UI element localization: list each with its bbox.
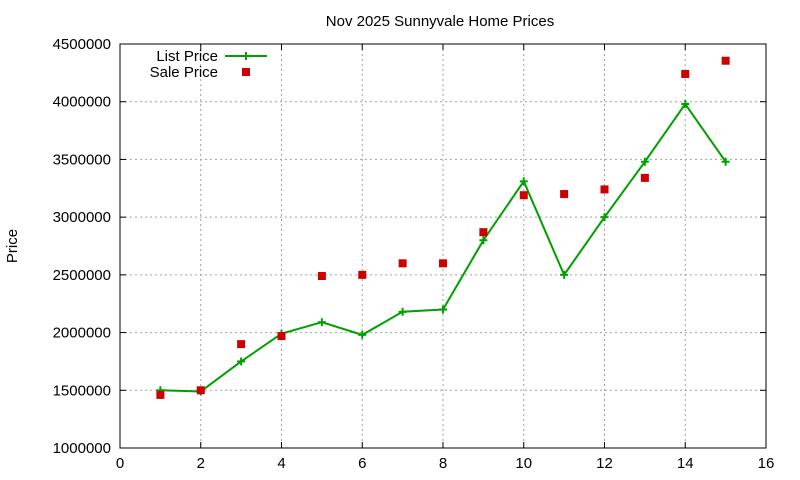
- x-tick-label: 6: [358, 455, 366, 472]
- list-price-point: [317, 318, 326, 327]
- list-price-point: [439, 305, 447, 314]
- sale-price-point: [196, 386, 205, 395]
- sale-price-point: [560, 190, 569, 199]
- x-tick-label: 16: [758, 455, 775, 472]
- y-tick-label: 3000000: [53, 209, 111, 226]
- x-tick-label: 12: [596, 455, 613, 472]
- sale-price-point: [479, 228, 488, 237]
- sale-price-point: [156, 390, 165, 399]
- list-price-point: [237, 357, 246, 366]
- list-price-line: [160, 102, 727, 393]
- y-tick-label: 1000000: [53, 440, 111, 457]
- plot-frame: [119, 43, 767, 449]
- y-tick-label: 4500000: [53, 36, 111, 53]
- sale-price-point: [277, 332, 286, 341]
- x-tick-label: 2: [197, 455, 205, 472]
- list-price-point: [640, 157, 649, 166]
- legend-label-list-price: List Price: [156, 48, 218, 65]
- x-tick-label: 0: [116, 455, 124, 472]
- list-price-point: [519, 177, 528, 186]
- axis-ticks: 0 2 4 6 8 10 12 14 16 1000000 1500000 2000000 250000…: [53, 36, 775, 472]
- sale-price-point: [358, 270, 367, 279]
- y-tick-label: 3500000: [53, 151, 111, 168]
- sale-price-point: [398, 259, 407, 268]
- x-tick-label: 14: [677, 455, 694, 472]
- sale-price-point: [640, 173, 649, 182]
- list-price-point: [721, 157, 730, 166]
- y-tick-label: 1500000: [53, 382, 111, 399]
- y-tick-label: 2000000: [53, 325, 111, 342]
- list-price-point: [398, 307, 407, 316]
- grid: [120, 44, 766, 448]
- x-tick-label: 8: [439, 455, 447, 472]
- list-price-point: [681, 100, 690, 109]
- sale-price-point: [600, 185, 609, 194]
- legend-swatch-sale-price: [242, 68, 250, 76]
- list-price-point: [479, 236, 488, 245]
- list-price-point: [358, 330, 367, 339]
- list-price-point: [560, 270, 569, 279]
- x-tick-label: 10: [515, 455, 532, 472]
- sale-price-point: [439, 259, 447, 268]
- y-axis-label: Price: [4, 229, 21, 263]
- legend: List Price Sale Price: [150, 48, 267, 81]
- legend-label-sale-price: Sale Price: [150, 64, 218, 81]
- sale-price-point: [519, 191, 528, 200]
- sale-price-point: [721, 56, 730, 65]
- sale-price-point: [237, 340, 246, 349]
- legend-marker-list-price: [242, 52, 250, 60]
- series-layer: [156, 56, 730, 399]
- chart-title: Nov 2025 Sunnyvale Home Prices: [326, 13, 554, 30]
- sale-price-point: [317, 272, 326, 281]
- y-tick-label: 2500000: [53, 267, 111, 284]
- list-price-point: [600, 213, 609, 222]
- y-tick-label: 4000000: [53, 94, 111, 111]
- sale-price-point: [681, 70, 690, 79]
- x-tick-label: 4: [277, 455, 285, 472]
